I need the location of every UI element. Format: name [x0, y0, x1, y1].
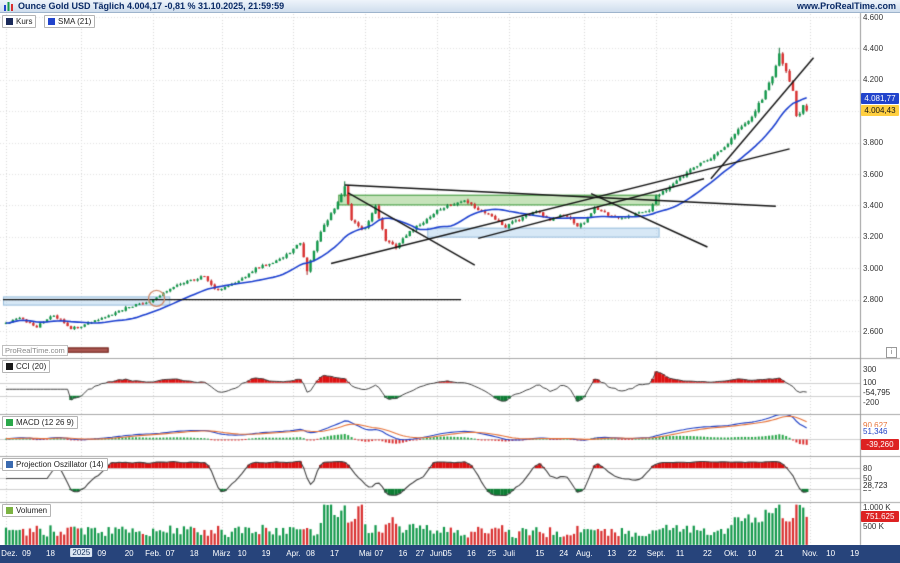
time-axis-label: 09 [97, 549, 107, 558]
time-axis-label: Juni [429, 549, 445, 558]
projection-current-value: 28,723 [862, 481, 889, 491]
cci-label: CCI (20) [16, 362, 47, 371]
macd-signal-value: 90,627 [862, 420, 889, 430]
legend-kurs-label: Kurs [16, 17, 33, 26]
time-axis-label: 22 [627, 549, 637, 558]
macd-swatch [6, 419, 13, 426]
volume-current-badge: 751.625 [861, 511, 899, 523]
legend-sma-label: SMA (21) [58, 17, 92, 26]
macd-line-value: 51,346 [862, 426, 889, 436]
volume-swatch [6, 507, 13, 514]
sma-price-badge: 4.081,77 [861, 92, 899, 104]
app-icon [4, 1, 14, 11]
time-axis-label: 17 [330, 549, 339, 558]
website-link[interactable]: www.ProRealTime.com [796, 1, 896, 11]
time-axis-label: 16 [398, 549, 408, 558]
time-axis-label: 25 [487, 549, 497, 558]
time-axis-label: 24 [559, 549, 569, 558]
volume-label: Volumen [16, 506, 48, 515]
time-axis-label: 07 [165, 549, 175, 558]
kurs-swatch [6, 18, 13, 25]
sma-swatch [48, 18, 55, 25]
time-axis[interactable]: Dez. 09 18 2025 09 20 Feb. 07 18 März 10 19 Apr. 08 17… [0, 545, 900, 563]
time-axis-label: 20 [124, 549, 134, 558]
time-axis-label: 18 [46, 549, 55, 558]
watermark-link[interactable]: ProRealTime.com [2, 345, 68, 356]
time-axis-label: 11 [675, 549, 685, 558]
time-axis-label: Juli [502, 549, 515, 558]
legend-sma[interactable]: SMA (21) [44, 15, 96, 28]
legend-kurs[interactable]: Kurs [2, 15, 37, 28]
time-axis-label: 19 [261, 549, 271, 558]
time-axis-label: 22 [702, 549, 712, 558]
indicator-chip-projection[interactable]: Projection Oszillator (14) [2, 458, 108, 471]
indicator-chip-cci[interactable]: CCI (20) [2, 360, 51, 373]
time-axis-label: 10 [826, 549, 836, 558]
macd-label: MACD (12 26 9) [16, 418, 74, 427]
time-axis-label: Nov. [802, 549, 819, 558]
time-axis-label: 27 [415, 549, 425, 558]
time-axis-label: Sept. [646, 549, 666, 558]
cci-current-value: -54,795 [862, 388, 892, 398]
last-price-badge: 4.004,43 [861, 105, 899, 116]
indicator-chip-macd[interactable]: MACD (12 26 9) [2, 416, 78, 429]
indicator-chip-volume[interactable]: Volumen [2, 504, 52, 517]
time-axis-label: Okt. [724, 549, 739, 558]
time-axis-label: 15 [535, 549, 545, 558]
time-axis-label: 10 [747, 549, 757, 558]
time-axis-label: 05 [442, 549, 452, 558]
info-icon[interactable]: i [886, 347, 897, 358]
time-axis-label: 16 [466, 549, 476, 558]
time-axis-label: 08 [306, 549, 315, 558]
time-axis-label: 19 [850, 549, 860, 558]
cci-swatch [6, 363, 13, 370]
time-axis-label: Aug. [576, 549, 593, 558]
macd-histogram-badge: -39,260 [861, 438, 899, 450]
projection-swatch [6, 461, 13, 468]
time-axis-label: 10 [237, 549, 247, 558]
time-axis-label: März [212, 549, 231, 558]
time-axis-label: Feb. [145, 549, 162, 558]
time-axis-label: Apr. [286, 549, 301, 558]
time-axis-label: 13 [607, 549, 617, 558]
time-axis-label: 07 [374, 549, 384, 558]
title-bar: Ounce Gold USD Täglich 4.004,17 -0,81 % … [0, 0, 900, 13]
time-axis-label: 21 [774, 549, 784, 558]
time-axis-label: 09 [22, 549, 31, 558]
time-axis-label: 18 [189, 549, 199, 558]
time-axis-year-chip: 2025 [70, 548, 93, 557]
time-axis-label: Dez. [1, 549, 18, 558]
projection-label: Projection Oszillator (14) [16, 460, 104, 469]
chart-title: Ounce Gold USD Täglich 4.004,17 -0,81 % … [18, 1, 285, 11]
time-axis-label: Mai [358, 549, 372, 558]
